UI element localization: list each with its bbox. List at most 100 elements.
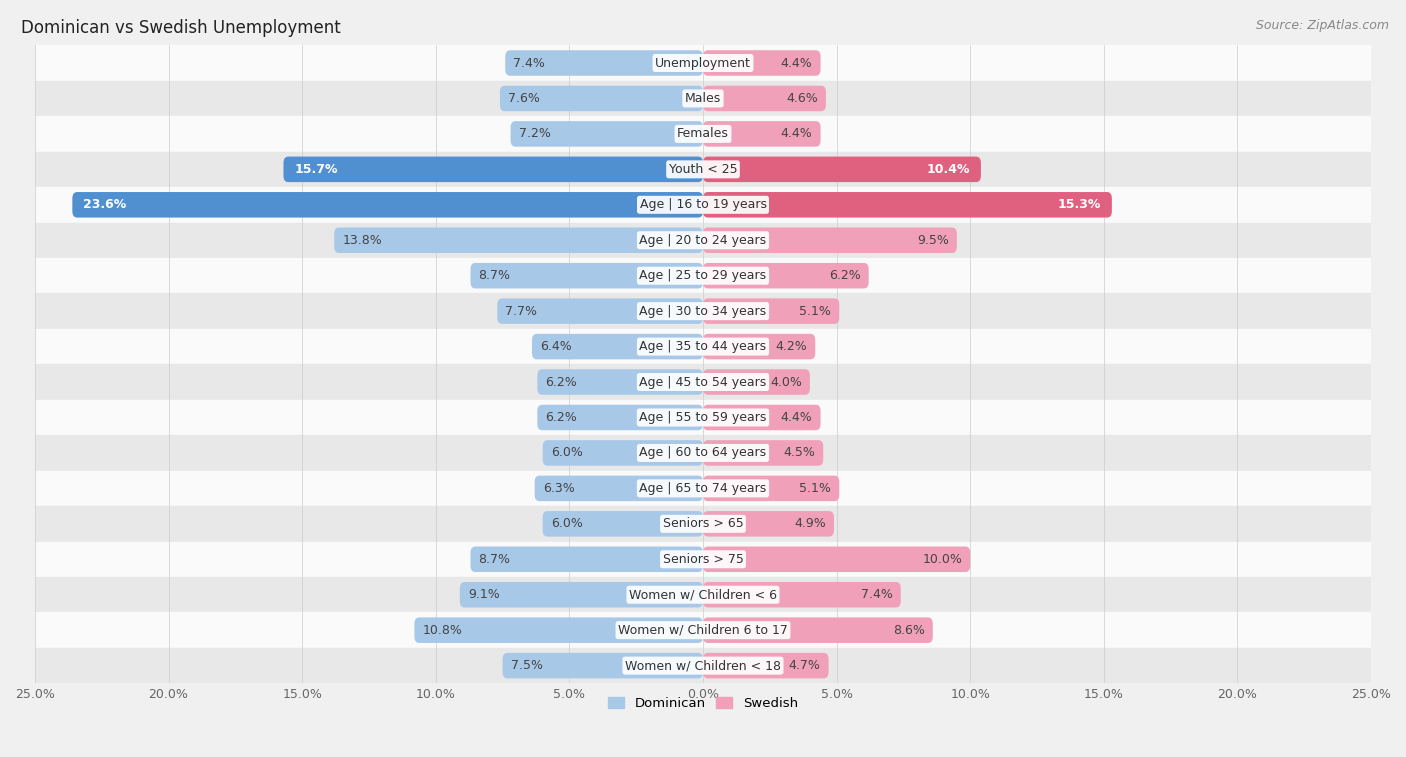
FancyBboxPatch shape — [502, 653, 703, 678]
Text: 4.9%: 4.9% — [794, 517, 825, 531]
Text: Seniors > 65: Seniors > 65 — [662, 517, 744, 531]
Bar — [35, 648, 1371, 684]
Text: Age | 25 to 29 years: Age | 25 to 29 years — [640, 269, 766, 282]
Text: 10.4%: 10.4% — [927, 163, 970, 176]
FancyBboxPatch shape — [703, 298, 839, 324]
Bar — [35, 435, 1371, 471]
Text: 7.6%: 7.6% — [508, 92, 540, 105]
Text: 23.6%: 23.6% — [83, 198, 127, 211]
Text: Seniors > 75: Seniors > 75 — [662, 553, 744, 565]
FancyBboxPatch shape — [703, 511, 834, 537]
FancyBboxPatch shape — [501, 86, 703, 111]
Bar — [35, 612, 1371, 648]
Text: Age | 20 to 24 years: Age | 20 to 24 years — [640, 234, 766, 247]
Text: 4.4%: 4.4% — [780, 57, 813, 70]
Bar — [35, 506, 1371, 541]
Text: 4.4%: 4.4% — [780, 127, 813, 140]
FancyBboxPatch shape — [543, 511, 703, 537]
Text: 6.0%: 6.0% — [551, 447, 582, 459]
Bar — [35, 329, 1371, 364]
Text: 4.0%: 4.0% — [770, 375, 801, 388]
FancyBboxPatch shape — [703, 369, 810, 395]
Text: 7.4%: 7.4% — [860, 588, 893, 601]
FancyBboxPatch shape — [72, 192, 703, 217]
Text: 9.1%: 9.1% — [468, 588, 499, 601]
FancyBboxPatch shape — [537, 369, 703, 395]
Text: 6.2%: 6.2% — [546, 375, 576, 388]
FancyBboxPatch shape — [703, 475, 839, 501]
FancyBboxPatch shape — [703, 86, 825, 111]
Text: 9.5%: 9.5% — [917, 234, 949, 247]
Text: 4.6%: 4.6% — [786, 92, 818, 105]
Text: 4.5%: 4.5% — [783, 447, 815, 459]
Text: 7.5%: 7.5% — [510, 659, 543, 672]
FancyBboxPatch shape — [703, 192, 1112, 217]
Text: 13.8%: 13.8% — [342, 234, 382, 247]
FancyBboxPatch shape — [703, 263, 869, 288]
Text: Youth < 25: Youth < 25 — [669, 163, 737, 176]
Text: 6.0%: 6.0% — [551, 517, 582, 531]
Text: 6.3%: 6.3% — [543, 482, 575, 495]
FancyBboxPatch shape — [534, 475, 703, 501]
FancyBboxPatch shape — [537, 405, 703, 430]
Text: 5.1%: 5.1% — [800, 304, 831, 318]
Text: Women w/ Children 6 to 17: Women w/ Children 6 to 17 — [619, 624, 787, 637]
Text: 5.1%: 5.1% — [800, 482, 831, 495]
FancyBboxPatch shape — [703, 618, 932, 643]
FancyBboxPatch shape — [703, 405, 821, 430]
Text: 6.4%: 6.4% — [540, 340, 572, 353]
Bar — [35, 187, 1371, 223]
Text: Women w/ Children < 6: Women w/ Children < 6 — [628, 588, 778, 601]
Text: Females: Females — [678, 127, 728, 140]
Text: 4.2%: 4.2% — [776, 340, 807, 353]
Text: 15.7%: 15.7% — [294, 163, 337, 176]
FancyBboxPatch shape — [460, 582, 703, 607]
Text: Age | 60 to 64 years: Age | 60 to 64 years — [640, 447, 766, 459]
Bar — [35, 45, 1371, 81]
Text: 7.4%: 7.4% — [513, 57, 546, 70]
Text: Age | 55 to 59 years: Age | 55 to 59 years — [640, 411, 766, 424]
Text: 7.2%: 7.2% — [519, 127, 551, 140]
Text: 10.8%: 10.8% — [422, 624, 463, 637]
Text: Source: ZipAtlas.com: Source: ZipAtlas.com — [1256, 19, 1389, 32]
Bar — [35, 541, 1371, 577]
Text: Unemployment: Unemployment — [655, 57, 751, 70]
FancyBboxPatch shape — [498, 298, 703, 324]
Text: 4.4%: 4.4% — [780, 411, 813, 424]
Bar — [35, 151, 1371, 187]
FancyBboxPatch shape — [284, 157, 703, 182]
Text: 8.7%: 8.7% — [478, 269, 510, 282]
Bar — [35, 223, 1371, 258]
Bar — [35, 400, 1371, 435]
Bar — [35, 294, 1371, 329]
FancyBboxPatch shape — [703, 440, 824, 466]
Text: Age | 16 to 19 years: Age | 16 to 19 years — [640, 198, 766, 211]
Text: 15.3%: 15.3% — [1057, 198, 1101, 211]
Text: Women w/ Children < 18: Women w/ Children < 18 — [626, 659, 780, 672]
Bar — [35, 577, 1371, 612]
Text: Males: Males — [685, 92, 721, 105]
Text: 6.2%: 6.2% — [546, 411, 576, 424]
Text: Age | 30 to 34 years: Age | 30 to 34 years — [640, 304, 766, 318]
Text: 8.7%: 8.7% — [478, 553, 510, 565]
FancyBboxPatch shape — [471, 263, 703, 288]
Bar — [35, 471, 1371, 506]
Text: Age | 45 to 54 years: Age | 45 to 54 years — [640, 375, 766, 388]
Text: Dominican vs Swedish Unemployment: Dominican vs Swedish Unemployment — [21, 19, 340, 37]
Text: 8.6%: 8.6% — [893, 624, 925, 637]
FancyBboxPatch shape — [703, 547, 970, 572]
FancyBboxPatch shape — [703, 50, 821, 76]
Bar — [35, 81, 1371, 116]
Bar — [35, 364, 1371, 400]
FancyBboxPatch shape — [543, 440, 703, 466]
Bar — [35, 116, 1371, 151]
FancyBboxPatch shape — [510, 121, 703, 147]
Text: Age | 65 to 74 years: Age | 65 to 74 years — [640, 482, 766, 495]
FancyBboxPatch shape — [703, 653, 828, 678]
Text: Age | 35 to 44 years: Age | 35 to 44 years — [640, 340, 766, 353]
Text: 6.2%: 6.2% — [830, 269, 860, 282]
FancyBboxPatch shape — [505, 50, 703, 76]
FancyBboxPatch shape — [531, 334, 703, 360]
Text: 10.0%: 10.0% — [922, 553, 962, 565]
FancyBboxPatch shape — [703, 582, 901, 607]
